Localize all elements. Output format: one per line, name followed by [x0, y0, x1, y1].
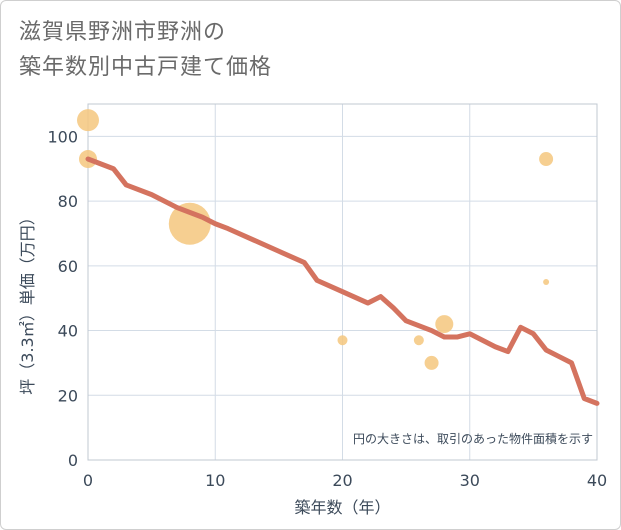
x-tick-40: 40	[587, 471, 607, 490]
plot-area	[87, 103, 598, 461]
bubble-point-2	[168, 202, 211, 245]
y-tick-60: 60	[58, 257, 78, 276]
size-annotation: 円の大きさは、取引のあった物件面積を示す	[353, 431, 593, 446]
bubble-point-8	[543, 279, 550, 285]
grid-lines	[87, 104, 598, 461]
bubble-point-6	[435, 315, 454, 334]
bubble-point-7	[539, 152, 554, 167]
y-tick-40: 40	[58, 322, 78, 341]
x-tick-labels: 0 10 20 30 40	[83, 471, 607, 490]
bubble-point-4	[413, 335, 424, 346]
x-tick-20: 20	[332, 471, 352, 490]
y-tick-20: 20	[58, 386, 78, 405]
y-tick-labels: 0 20 40 60 80 100	[47, 127, 78, 470]
y-tick-100: 100	[47, 127, 78, 146]
x-axis-label: 築年数（年）	[294, 498, 390, 517]
bubble-point-5	[424, 355, 439, 370]
chart-title: 滋賀県野洲市野洲の 築年数別中古戸建て価格	[19, 15, 272, 85]
y-axis-label: 坪（3.3㎡）単価（万円）	[18, 209, 37, 394]
x-tick-10: 10	[205, 471, 225, 490]
chart-title-line1: 滋賀県野洲市野洲の	[19, 20, 227, 45]
y-tick-80: 80	[58, 192, 78, 211]
bubble-point-0	[77, 109, 99, 132]
y-tick-0: 0	[68, 451, 78, 470]
bubble-point-3	[337, 335, 348, 346]
trend-line	[85, 156, 600, 406]
x-tick-30: 30	[460, 471, 480, 490]
chart-title-line2: 築年数別中古戸建て価格	[19, 55, 273, 80]
x-tick-0: 0	[83, 471, 93, 490]
